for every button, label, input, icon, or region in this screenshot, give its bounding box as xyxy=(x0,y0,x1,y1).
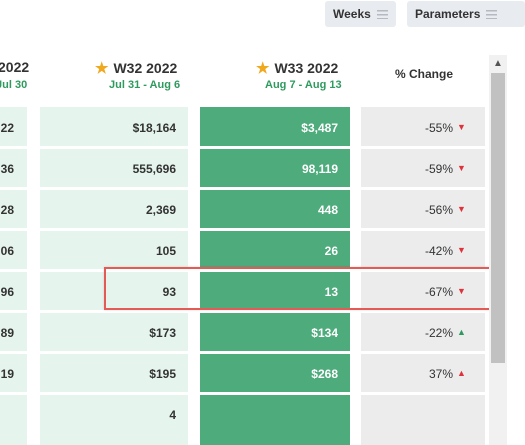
triangle-up-icon: ▲ xyxy=(457,368,466,378)
table-cell-w33: 26 xyxy=(324,244,338,258)
row-divider xyxy=(0,269,485,272)
table-cell-w32: 105 xyxy=(155,244,176,258)
column-w32-background xyxy=(40,107,188,445)
table-cell-pct: 37% xyxy=(428,367,453,381)
table-cell-prev: 06 xyxy=(0,244,14,258)
triangle-up-icon: ▲ xyxy=(457,327,466,337)
table-cell-prev: 19 xyxy=(0,367,14,381)
table-cell-w32: 555,696 xyxy=(132,162,176,176)
row-divider xyxy=(0,351,485,354)
parameters-label: Parameters xyxy=(415,7,481,21)
menu-lines-icon xyxy=(486,9,498,19)
table-cell-prev: 28 xyxy=(0,203,14,217)
scrollbar-thumb[interactable] xyxy=(491,73,505,363)
table-cell-w32: $195 xyxy=(149,367,176,381)
highlight-box xyxy=(104,267,493,310)
column-w33-background xyxy=(200,107,350,445)
table-cell-w33: 448 xyxy=(317,203,338,217)
table-cell-w33: $268 xyxy=(311,367,338,381)
table-cell-w32: 2,369 xyxy=(145,203,176,217)
column-prev-background xyxy=(0,107,27,445)
chevron-up-icon[interactable]: ▲ xyxy=(493,58,503,69)
row-divider xyxy=(0,146,485,149)
column-header-w32[interactable]: ★ W32 2022 xyxy=(95,59,177,77)
column-header-prev-title: 2022 xyxy=(0,59,30,75)
column-header-w33[interactable]: ★ W33 2022 xyxy=(256,59,338,77)
table-cell-prev: 36 xyxy=(0,162,14,176)
star-icon: ★ xyxy=(95,60,109,77)
triangle-down-icon: ▼ xyxy=(457,163,466,173)
column-header-w32-range: Jul 31 - Aug 6 xyxy=(109,79,181,91)
star-icon: ★ xyxy=(256,60,270,77)
column-header-prev-range: Jul 30 xyxy=(0,79,28,91)
table-cell-pct: -56% xyxy=(424,203,453,217)
row-divider xyxy=(0,392,485,395)
table-cell-w33: 13 xyxy=(324,285,338,299)
column-header-w33-title: W33 2022 xyxy=(274,60,339,76)
table-cell-prev: 96 xyxy=(0,285,14,299)
parameters-button[interactable]: Parameters xyxy=(407,1,525,27)
column-header-pct-change: % Change xyxy=(395,67,454,81)
table-cell-w33: 98,119 xyxy=(301,162,338,176)
column-header-w33-range: Aug 7 - Aug 13 xyxy=(265,79,342,91)
table-cell-pct: -59% xyxy=(424,162,453,176)
triangle-down-icon: ▼ xyxy=(457,122,466,132)
table-cell-pct: -22% xyxy=(424,326,453,340)
triangle-down-icon: ▼ xyxy=(457,245,466,255)
table-cell-prev: 89 xyxy=(0,326,14,340)
table-cell-prev: 22 xyxy=(0,121,14,135)
table-cell-w32: $18,164 xyxy=(132,121,176,135)
triangle-down-icon: ▼ xyxy=(457,204,466,214)
weeks-label: Weeks xyxy=(333,7,371,21)
row-divider xyxy=(0,310,485,313)
row-divider xyxy=(0,187,485,190)
table-cell-pct: -55% xyxy=(424,121,453,135)
column-pct-background xyxy=(361,107,485,445)
weeks-button[interactable]: Weeks xyxy=(325,1,396,27)
menu-lines-icon xyxy=(376,9,388,19)
triangle-down-icon: ▼ xyxy=(457,286,466,296)
column-header-w32-title: W32 2022 xyxy=(113,60,178,76)
table-cell-pct: -67% xyxy=(424,285,453,299)
table-cell-w32: $173 xyxy=(149,326,176,340)
table-cell-w32: 93 xyxy=(162,285,176,299)
table-cell-pct: -42% xyxy=(424,244,453,258)
table-cell-w32: 4 xyxy=(169,408,176,422)
table-cell-w33: $3,487 xyxy=(301,121,338,135)
row-divider xyxy=(0,228,485,231)
table-cell-w33: $134 xyxy=(311,326,338,340)
